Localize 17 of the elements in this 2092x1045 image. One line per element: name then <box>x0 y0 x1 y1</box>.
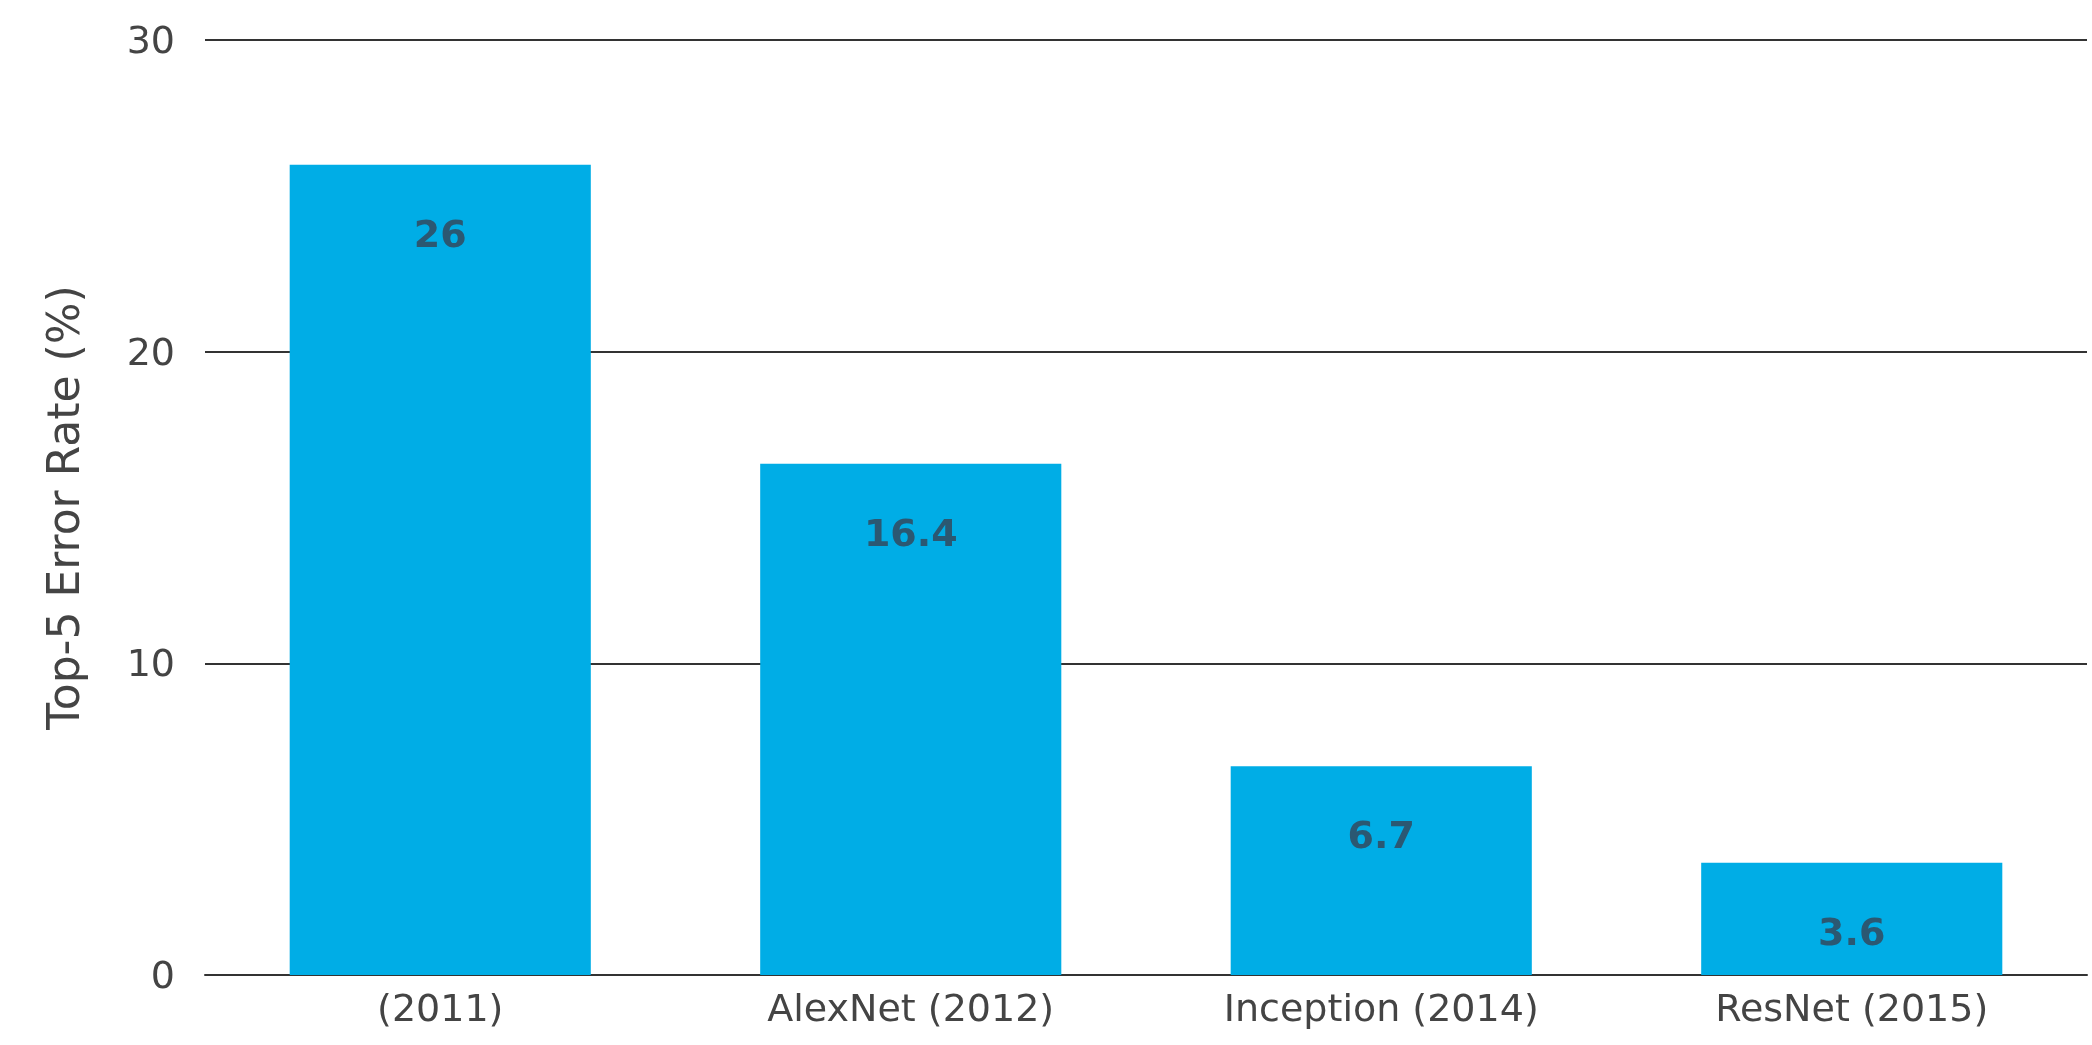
y-tick-label: 10 <box>126 641 175 686</box>
data-label: 26 <box>413 211 467 256</box>
y-axis-title: Top-5 Error Rate (%) <box>37 285 89 731</box>
y-tick-label: 30 <box>126 18 175 62</box>
x-tick-label: (2011) <box>377 986 504 1030</box>
x-tick-label: AlexNet (2012) <box>767 986 1055 1030</box>
data-label: 6.7 <box>1347 813 1415 858</box>
bar <box>289 164 591 975</box>
y-tick-label: 0 <box>150 953 175 997</box>
bar <box>1701 862 2003 975</box>
data-label: 16.4 <box>863 510 958 555</box>
y-tick-label: 20 <box>126 329 175 374</box>
bar <box>760 463 1062 975</box>
data-label: 3.6 <box>1818 909 1886 954</box>
x-tick-label: ResNet (2015) <box>1715 986 1989 1030</box>
x-tick-label: Inception (2014) <box>1223 986 1539 1030</box>
bar <box>1230 766 1532 975</box>
